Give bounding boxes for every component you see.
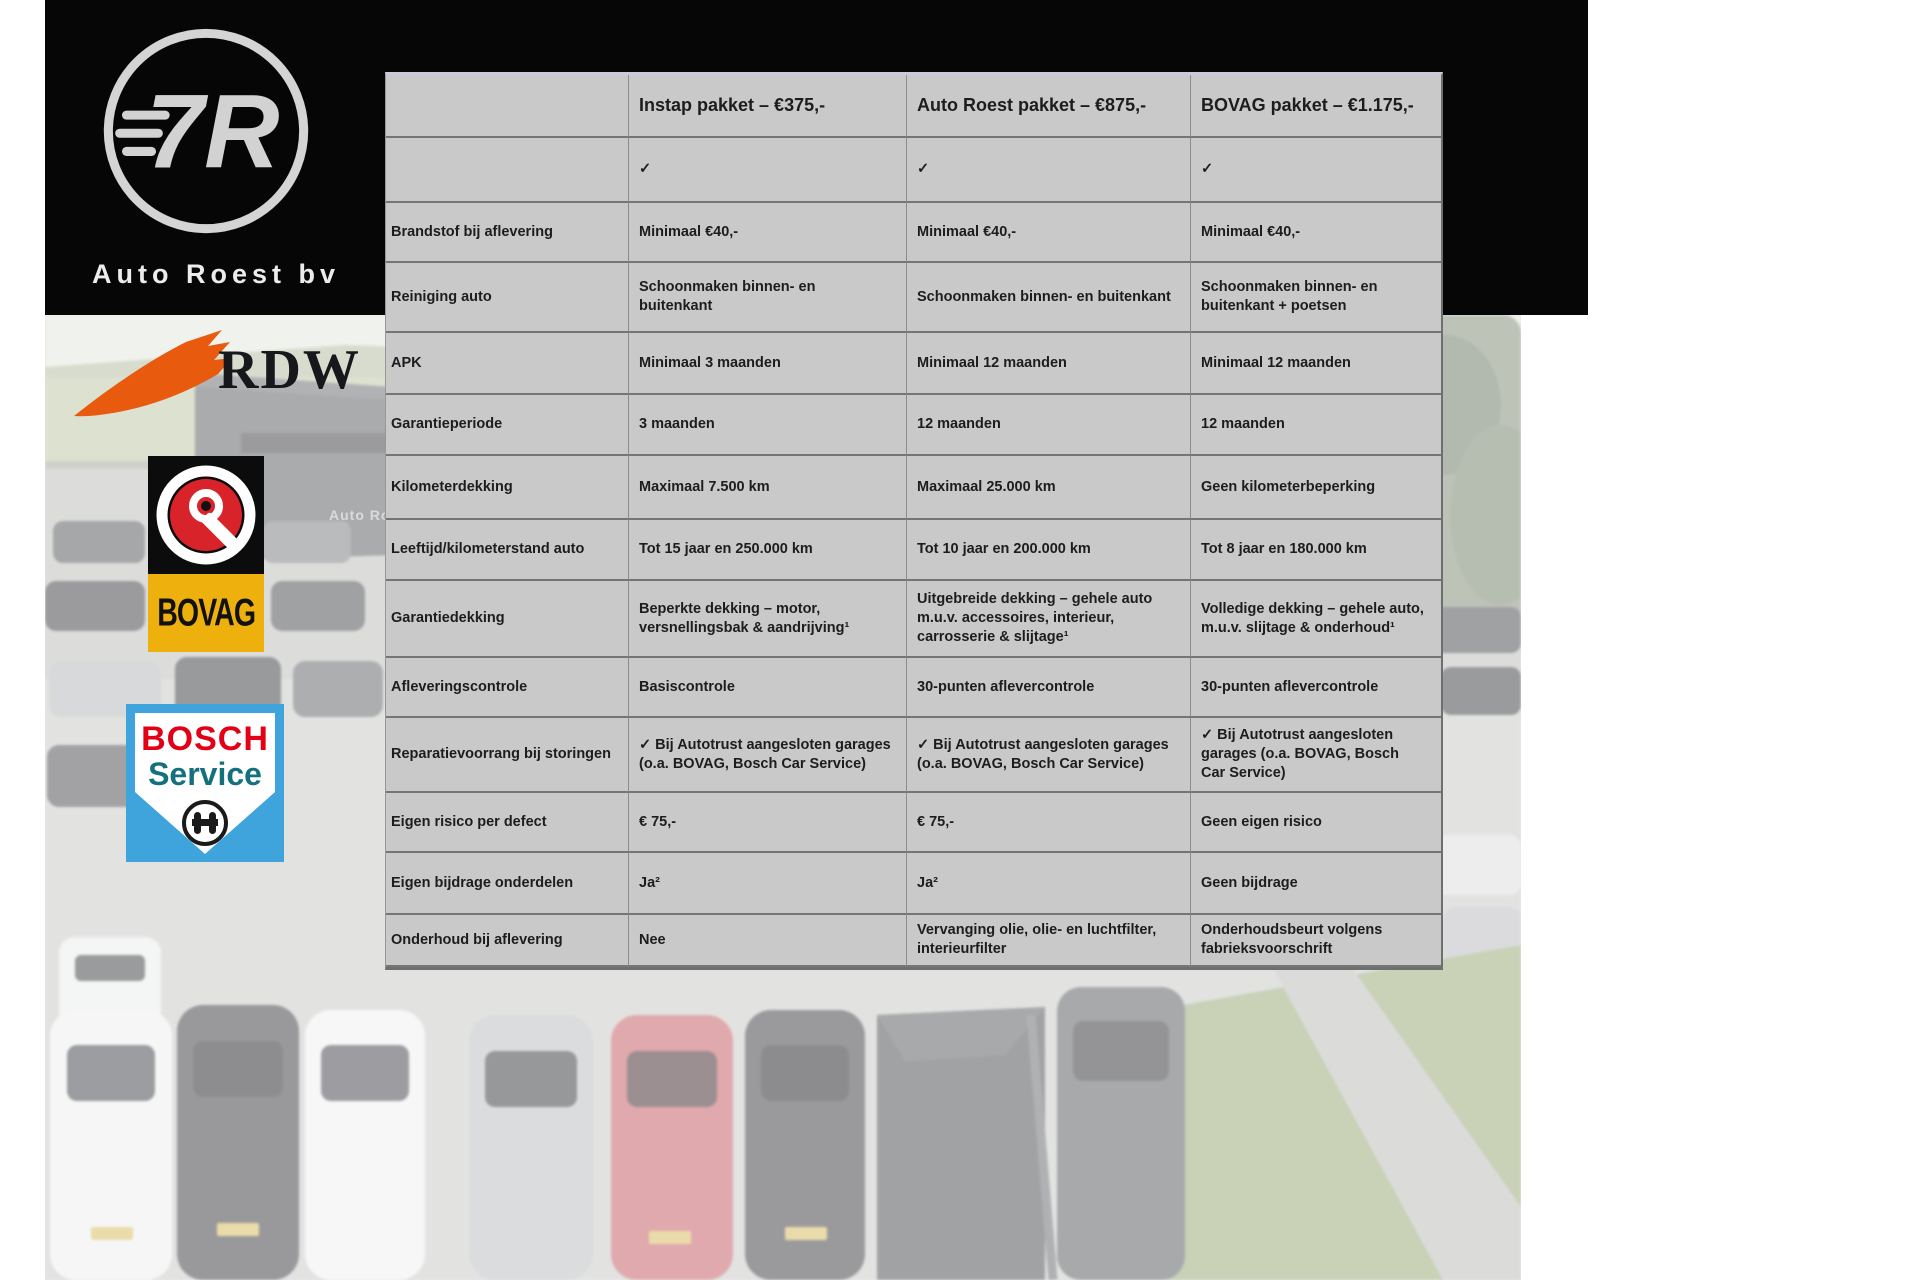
row-label: Eigen bijdrage onderdelen bbox=[386, 853, 629, 915]
column-header: Auto Roest pakket – €875,- bbox=[907, 75, 1191, 138]
rdw-wing-icon bbox=[74, 330, 232, 417]
cell: Maximaal 7.500 km bbox=[629, 456, 907, 520]
cell: ✓ bbox=[907, 138, 1191, 203]
row-label: APK bbox=[386, 333, 629, 395]
cell: Minimaal €40,- bbox=[907, 203, 1191, 263]
cell: Schoonmaken binnen- en buitenkant bbox=[907, 263, 1191, 333]
cell: Tot 10 jaar en 200.000 km bbox=[907, 520, 1191, 581]
cell: Volledige dekking – gehele auto, m.u.v. … bbox=[1191, 581, 1441, 658]
cell: Basiscontrole bbox=[629, 658, 907, 718]
building-sign: Auto Ro bbox=[329, 507, 391, 523]
cell: Onderhoudsbeurt volgens fabrieksvoorschr… bbox=[1191, 915, 1441, 967]
cell: € 75,- bbox=[907, 793, 1191, 853]
column-header: BOVAG pakket – €1.175,- bbox=[1191, 75, 1441, 138]
cell: Ja² bbox=[629, 853, 907, 915]
row-label: Garantiedekking bbox=[386, 581, 629, 658]
bosch-shield-icon bbox=[126, 704, 284, 862]
company-name: Auto Roest bv bbox=[92, 259, 341, 289]
cell: Nee bbox=[629, 915, 907, 967]
bovag-label: BOVAG bbox=[157, 590, 256, 635]
row-label: Kilometerdekking bbox=[386, 456, 629, 520]
cell: ✓ Bij Autotrust aangesloten garages (o.a… bbox=[629, 718, 907, 793]
cell: Minimaal €40,- bbox=[629, 203, 907, 263]
row-label: Reiniging auto bbox=[386, 263, 629, 333]
cell: Minimaal 12 maanden bbox=[907, 333, 1191, 395]
cell: Vervanging olie, olie- en luchtfilter, i… bbox=[907, 915, 1191, 967]
bosch-service-logo: BOSCH Service bbox=[126, 704, 284, 862]
bosch-label: BOSCH bbox=[141, 720, 269, 758]
cell: ✓ bbox=[1191, 138, 1441, 203]
cell: Minimaal 3 maanden bbox=[629, 333, 907, 395]
cell: Minimaal €40,- bbox=[1191, 203, 1441, 263]
cell: 30-punten aflevercontrole bbox=[1191, 658, 1441, 718]
row-label bbox=[386, 138, 629, 203]
cell: 30-punten aflevercontrole bbox=[907, 658, 1191, 718]
cell: Minimaal 12 maanden bbox=[1191, 333, 1441, 395]
row-label: Eigen risico per defect bbox=[386, 793, 629, 853]
cell: ✓ Bij Autotrust aangesloten garages (o.a… bbox=[907, 718, 1191, 793]
bovag-emblem-icon bbox=[148, 456, 264, 574]
auto-roest-logo: 7R Auto Roest bv bbox=[92, 22, 341, 290]
cell: Tot 8 jaar en 180.000 km bbox=[1191, 520, 1441, 581]
bovag-logo: BOVAG bbox=[148, 456, 264, 652]
row-label: Reparatievoorrang bij storingen bbox=[386, 718, 629, 793]
rdw-label: RDW bbox=[218, 339, 361, 401]
row-label: Garantieperiode bbox=[386, 395, 629, 456]
cell: Maximaal 25.000 km bbox=[907, 456, 1191, 520]
cell: € 75,- bbox=[629, 793, 907, 853]
cell: Schoonmaken binnen- en buitenkant + poet… bbox=[1191, 263, 1441, 333]
row-label: Leeftijd/kilometerstand auto bbox=[386, 520, 629, 581]
cell: Geen eigen risico bbox=[1191, 793, 1441, 853]
cell: 3 maanden bbox=[629, 395, 907, 456]
cell: Geen bijdrage bbox=[1191, 853, 1441, 915]
cell: ✓ Bij Autotrust aangesloten garages (o.a… bbox=[1191, 718, 1441, 793]
cell: 12 maanden bbox=[1191, 395, 1441, 456]
cell: Tot 15 jaar en 250.000 km bbox=[629, 520, 907, 581]
row-label: Onderhoud bij aflevering bbox=[386, 915, 629, 967]
cell: ✓ bbox=[629, 138, 907, 203]
auto-roest-monogram-icon: 7R bbox=[103, 28, 309, 234]
column-header: Instap pakket – €375,- bbox=[629, 75, 907, 138]
service-label: Service bbox=[148, 756, 262, 792]
row-label: Brandstof bij aflevering bbox=[386, 203, 629, 263]
svg-text:7R: 7R bbox=[146, 73, 280, 190]
cell: Beperkte dekking – motor, versnellingsba… bbox=[629, 581, 907, 658]
table-corner bbox=[386, 75, 629, 138]
bovag-label-box: BOVAG bbox=[148, 574, 264, 652]
row-label: Afleveringscontrole bbox=[386, 658, 629, 718]
cell: Schoonmaken binnen- en buitenkant bbox=[629, 263, 907, 333]
rdw-logo: RDW bbox=[70, 330, 359, 425]
cell: 12 maanden bbox=[907, 395, 1191, 456]
cell: Ja² bbox=[907, 853, 1191, 915]
bosch-anchor-icon bbox=[182, 800, 228, 846]
cell: Geen kilometerbeperking bbox=[1191, 456, 1441, 520]
cell: Uitgebreide dekking – gehele auto m.u.v.… bbox=[907, 581, 1191, 658]
package-comparison-table: Instap pakket – €375,- Auto Roest pakket … bbox=[385, 72, 1443, 970]
